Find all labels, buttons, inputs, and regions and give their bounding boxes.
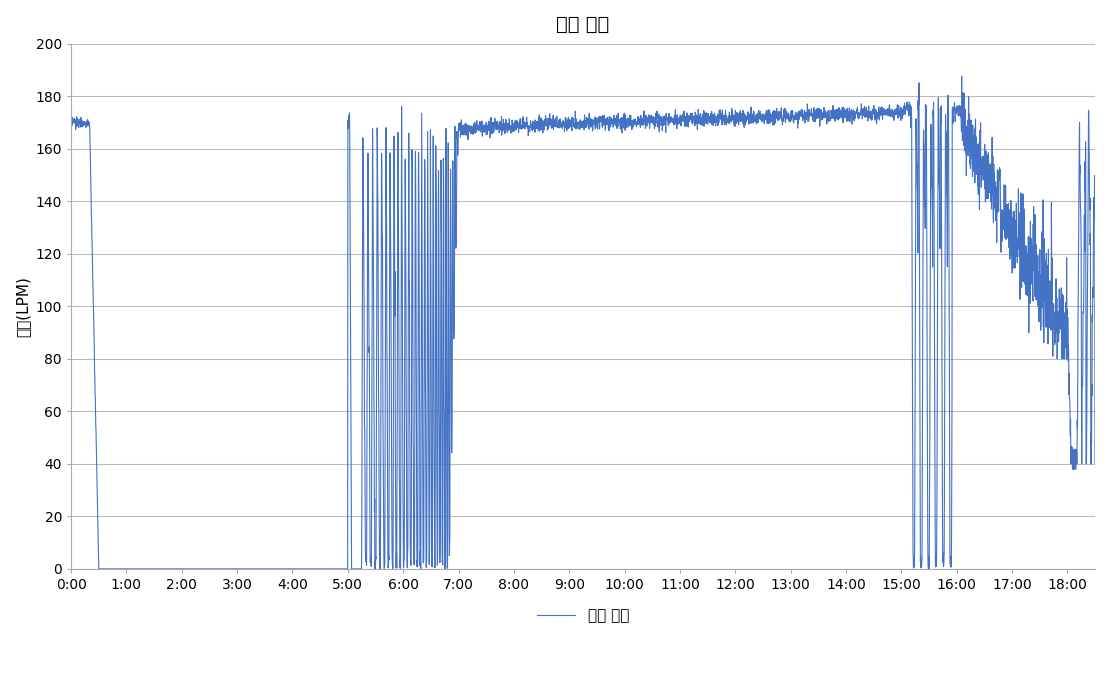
칠러 유량 [1088, 460, 1101, 468]
칠러 유량 [255, 565, 269, 573]
칠러 유량 [221, 565, 234, 573]
칠러 유량 [92, 565, 105, 573]
Line: 칠러 유량: 칠러 유량 [71, 76, 1094, 569]
칠러 유량 [683, 116, 696, 124]
칠러 유량 [279, 565, 292, 573]
칠러 유량 [64, 114, 78, 122]
Title: 칠러 유량: 칠러 유량 [556, 15, 609, 34]
칠러 유량 [955, 72, 968, 80]
칠러 유량 [374, 564, 387, 572]
칠러 유량 [455, 127, 468, 135]
Legend: 칠러 유량: 칠러 유량 [531, 602, 635, 629]
Y-axis label: 유량(LPM): 유량(LPM) [16, 276, 30, 337]
